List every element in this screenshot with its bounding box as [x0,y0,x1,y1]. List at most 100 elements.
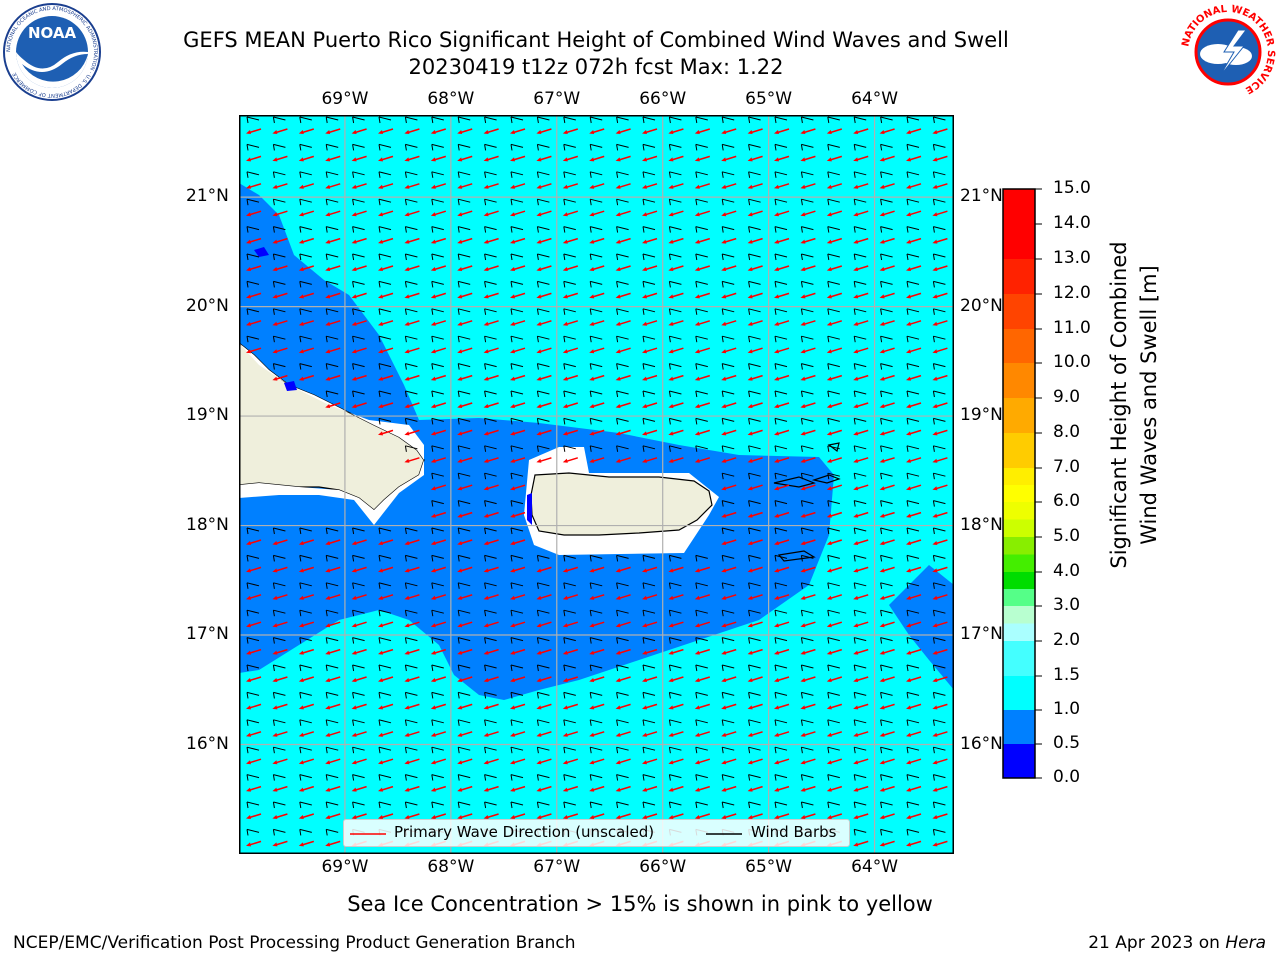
colorbar-label: Significant Height of Combined Wind Wave… [1104,145,1166,665]
wave-arrow-55 [272,183,288,189]
wave-arrow-588 [694,758,711,765]
wave-arrow-631 [404,813,420,819]
graticule [239,115,954,854]
wave-arrow-302 [615,429,631,436]
wind-barb-204 [642,308,656,315]
wind-barb-623 [906,774,920,781]
wind-barb-434 [906,582,920,589]
wave-arrow-165 [325,292,341,299]
wind-barb-85 [352,198,365,206]
colorbar-tick-2: 13.0 [1053,248,1091,268]
wind-barb-391 [484,554,497,562]
wind-barb-416 [431,582,444,589]
lon-label-bottom-3: 66°W [639,857,687,877]
wave-arrow-336 [430,484,447,491]
wave-arrow-628 [325,813,341,819]
wind-barb-611 [589,774,603,781]
wave-arrow-627 [298,813,315,819]
wave-arrow-276 [510,402,526,408]
wind-barb-176 [616,280,629,288]
colorbar-segment-17 [1003,329,1035,363]
wave-arrow-211 [826,320,843,326]
wind-barb-103 [827,198,840,206]
wind-barb-443 [431,609,444,617]
wave-arrow-609 [536,785,552,792]
wave-arrow-149 [615,265,631,271]
wind-barb-475 [563,637,576,644]
wave-arrow-264 [826,374,843,381]
wave-arrow-478 [642,648,658,655]
wind-barb-421 [563,582,576,589]
wind-barb-255 [589,363,603,370]
wave-arrow-333 [879,457,895,463]
colorbar-segment-7 [1003,572,1035,589]
wind-barb-605 [431,774,444,781]
wave-arrow-649 [879,813,895,819]
wind-barb-251 [484,363,497,370]
wind-barb-498 [457,664,471,672]
wind-barb-46 [748,143,761,151]
wind-barb-120 [563,226,576,233]
wind-barb-453 [695,609,708,617]
wind-barb-322 [589,445,603,452]
wind-barb-68 [616,171,629,178]
wind-barb-521 [352,691,365,699]
wave-arrow-247 [378,374,394,381]
wind-barb-609 [536,774,550,781]
colorbar-segment-14 [1003,433,1035,468]
colorbar-tick-7: 8.0 [1053,422,1081,442]
wave-arrow-579 [457,758,473,765]
wind-barb-268 [932,363,946,370]
colorbar-segment-9 [1003,537,1035,555]
colorbar-segment-19 [1003,259,1035,294]
wind-barb-533 [668,691,682,699]
wave-arrow-67 [589,183,605,189]
wind-barb-280 [616,390,629,398]
wind-barb-504 [616,664,629,672]
wind-barb-241 [906,335,920,343]
wind-barb-134 [932,226,946,233]
wind-barb-359 [880,500,893,507]
wind-barb-353 [721,500,735,507]
wave-arrow-614 [668,785,684,792]
wind-barb-324 [642,445,656,452]
wave-arrow-468 [378,648,394,655]
wind-barb-166 [352,280,365,288]
wave-arrow-632 [430,813,447,819]
wave-arrow-70 [668,183,684,189]
wind-barb-82 [272,198,286,206]
wave-arrow-517 [246,703,262,710]
wave-arrow-134 [932,237,948,244]
wave-arrow-367 [378,539,394,545]
wave-arrow-154 [747,265,763,271]
wind-barb-563 [748,719,761,726]
wind-barb-2 [299,116,312,124]
wind-barb-525 [457,691,471,699]
wind-barb-358 [853,500,867,507]
wind-barb-201 [563,308,576,315]
lat-label-right-5: 16°N [960,733,1003,754]
wave-arrow-178 [668,292,684,299]
wave-height-band-0.5-1.0 [239,183,834,700]
wind-barb-639 [616,801,629,809]
wave-arrow-174 [562,292,579,299]
wave-arrow-20 [774,128,790,134]
wave-arrow-224 [457,347,473,354]
wave-arrow-138 [325,265,341,271]
wind-barb-44 [695,143,708,151]
wave-arrow-498 [457,676,473,682]
wind-barb-445 [484,609,497,617]
wave-arrow-502 [562,676,579,682]
wind-barb-426 [695,582,708,589]
wave-arrow-346 [879,484,895,491]
wave-arrow-233 [694,347,711,354]
wave-arrow-300 [562,429,579,436]
wind-barb-129 [800,226,814,233]
wind-barb-91 [510,198,524,206]
wave-arrow-488 [906,648,922,655]
wave-arrow-477 [615,648,631,655]
wave-arrow-312 [879,429,895,436]
wind-barb-186 [880,280,893,288]
wave-arrow-123 [642,237,658,244]
wind-barb-417 [457,582,471,589]
